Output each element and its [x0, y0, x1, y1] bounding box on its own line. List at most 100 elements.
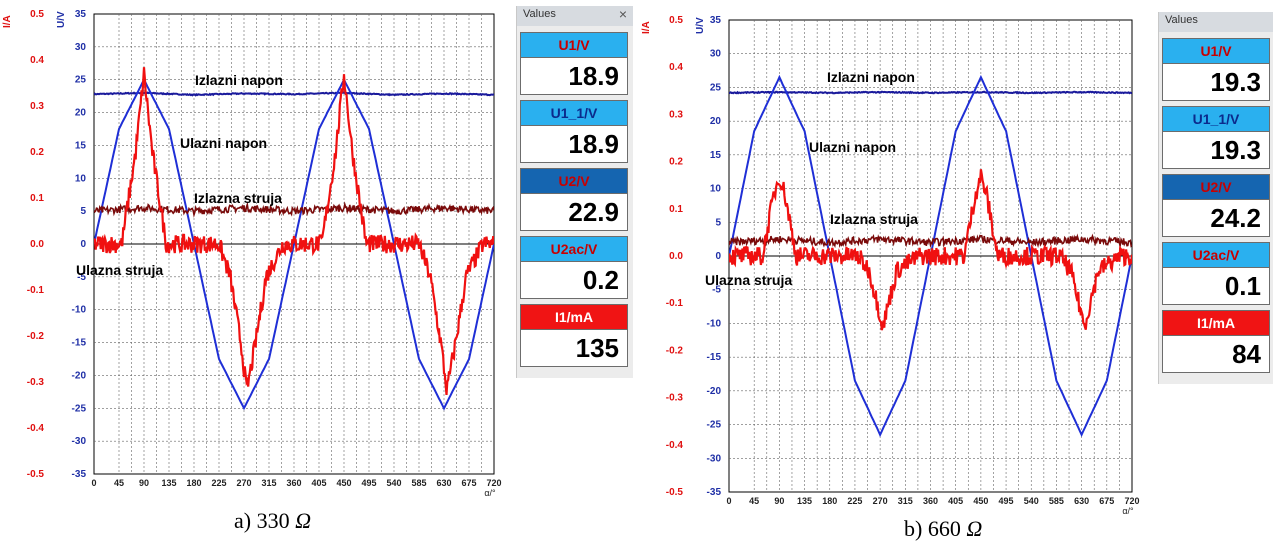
- x-tick-label: 585: [411, 478, 426, 488]
- x-tick-label: 360: [923, 496, 938, 506]
- caption-b-unit: Ω: [966, 516, 983, 541]
- value-box: U2ac/V 0.2: [520, 236, 628, 299]
- x-tick-label: 495: [999, 496, 1014, 506]
- y-tick-label-current: 0.3: [669, 109, 683, 120]
- value-reading: 18.9: [521, 57, 627, 94]
- y-tick-label-voltage: 15: [710, 150, 722, 161]
- value-label: U1/V: [521, 33, 627, 57]
- y-tick-label-voltage: 25: [710, 82, 722, 93]
- x-tick-label: 675: [461, 478, 476, 488]
- x-tick-label: 450: [973, 496, 988, 506]
- value-box: I1/mA 135: [520, 304, 628, 367]
- y-tick-label-current: 0.5: [669, 15, 683, 26]
- value-label: U2ac/V: [1163, 243, 1269, 267]
- annotation-label: Izlazna struja: [830, 211, 918, 227]
- x-tick-label: 630: [436, 478, 451, 488]
- series-line-ulazna-struja: [729, 169, 1132, 331]
- x-tick-label: 315: [261, 478, 276, 488]
- value-reading: 22.9: [521, 193, 627, 230]
- x-tick-label: 90: [774, 496, 784, 506]
- y-tick-label-current: 0.0: [30, 239, 44, 250]
- y-tick-label-voltage: 5: [80, 206, 86, 217]
- caption-b-text: b) 660: [904, 516, 961, 541]
- value-box: U1/V 18.9: [520, 32, 628, 95]
- annotation-label: Ulazna struja: [76, 262, 163, 278]
- value-box: U1/V 19.3: [1162, 38, 1270, 101]
- value-reading: 18.9: [521, 125, 627, 162]
- y-axis-label-voltage: U/V: [695, 17, 706, 34]
- x-tick-label: 45: [114, 478, 124, 488]
- y-tick-label-current: -0.4: [27, 423, 45, 434]
- x-tick-label: 720: [1124, 496, 1139, 506]
- annotation-label: Ulazna struja: [705, 272, 792, 288]
- series-line-izlazna-struja: [729, 233, 1132, 249]
- y-tick-label-current: 0.2: [669, 157, 683, 168]
- values-panel-title: Values: [523, 8, 556, 20]
- y-tick-label-voltage: -25: [707, 420, 722, 431]
- y-tick-label-voltage: 5: [715, 217, 721, 228]
- x-tick-label: 495: [361, 478, 376, 488]
- x-tick-label: 0: [91, 478, 96, 488]
- y-tick-label-voltage: -25: [72, 403, 87, 414]
- caption-a-text: a) 330: [234, 508, 290, 533]
- y-tick-label-current: 0.1: [30, 193, 44, 204]
- y-tick-label-voltage: 35: [710, 15, 722, 26]
- y-tick-label-current: 0.3: [30, 101, 44, 112]
- y-tick-label-voltage: 25: [75, 75, 87, 86]
- x-tick-label: 405: [948, 496, 963, 506]
- chart-b: 0 45 90 135 180 225 270 315 360 405 450 495 540 585 63…: [641, 15, 1140, 516]
- series-line-izlazni-napon: [94, 91, 494, 97]
- values-panel-header: Values: [1159, 12, 1273, 32]
- y-tick-label-voltage: -15: [707, 352, 722, 363]
- y-tick-label-voltage: -20: [72, 370, 87, 381]
- x-axis-label: α/°: [1122, 506, 1134, 516]
- x-tick-label: 630: [1074, 496, 1089, 506]
- value-label: U2/V: [1163, 175, 1269, 199]
- value-box: U2/V 24.2: [1162, 174, 1270, 237]
- x-tick-label: 450: [336, 478, 351, 488]
- y-tick-label-current: -0.1: [27, 285, 45, 296]
- x-tick-label: 315: [898, 496, 913, 506]
- value-reading: 24.2: [1163, 199, 1269, 236]
- values-panel-title: Values: [1165, 14, 1198, 26]
- close-icon[interactable]: ×: [618, 6, 627, 22]
- y-tick-label-current: 0.1: [669, 204, 683, 215]
- y-tick-label-voltage: 20: [710, 116, 722, 127]
- x-tick-label: 675: [1099, 496, 1114, 506]
- value-box: U2ac/V 0.1: [1162, 242, 1270, 305]
- y-tick-label-voltage: 0: [715, 251, 721, 262]
- y-tick-label-voltage: 0: [80, 239, 86, 250]
- caption-a-unit: Ω: [295, 508, 312, 533]
- y-tick-label-current: -0.1: [666, 298, 684, 309]
- y-tick-label-voltage: -30: [707, 453, 722, 464]
- value-box: U1_1/V 19.3: [1162, 106, 1270, 169]
- x-tick-label: 180: [822, 496, 837, 506]
- y-tick-label-current: -0.2: [666, 345, 684, 356]
- y-tick-label-voltage: -10: [707, 318, 722, 329]
- y-tick-label-voltage: 20: [75, 108, 87, 119]
- x-tick-label: 540: [386, 478, 401, 488]
- values-panel-header: Values ×: [517, 6, 633, 26]
- value-box: U2/V 22.9: [520, 168, 628, 231]
- y-axis-label-current: I/A: [2, 15, 13, 28]
- annotation-label: Ulazni napon: [180, 135, 267, 151]
- x-tick-label: 180: [186, 478, 201, 488]
- y-tick-label-voltage: -20: [707, 386, 722, 397]
- x-tick-label: 225: [211, 478, 226, 488]
- y-tick-label-voltage: -5: [77, 272, 86, 283]
- value-label: I1/mA: [1163, 311, 1269, 335]
- y-tick-label-current: -0.5: [27, 469, 45, 480]
- y-axis-label-current: I/A: [641, 21, 652, 34]
- annotation-label: Izlazni napon: [195, 72, 283, 88]
- value-reading: 19.3: [1163, 63, 1269, 100]
- y-tick-label-voltage: 10: [710, 184, 722, 195]
- value-reading: 0.1: [1163, 267, 1269, 304]
- y-tick-label-current: 0.0: [669, 251, 683, 262]
- y-tick-label-current: 0.4: [669, 62, 683, 73]
- value-label: U2ac/V: [521, 237, 627, 261]
- series-line-izlazna-struja: [94, 201, 494, 218]
- value-label: U1/V: [1163, 39, 1269, 63]
- x-tick-label: 135: [797, 496, 812, 506]
- value-reading: 84: [1163, 335, 1269, 372]
- value-reading: 0.2: [521, 261, 627, 298]
